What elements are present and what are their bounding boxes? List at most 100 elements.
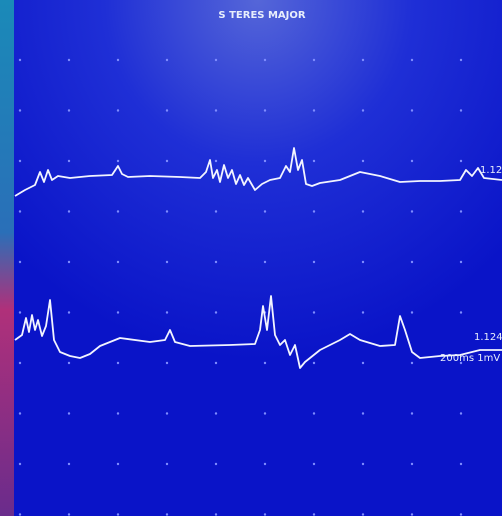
grid-dot: [411, 412, 413, 414]
grid-dot: [19, 261, 21, 263]
screen: [14, 0, 502, 516]
grid-dot: [166, 261, 168, 263]
grid-dot: [19, 362, 21, 364]
grid-dot: [215, 362, 217, 364]
monitor-photo: S TERES MAJOR 1.12 1.124 200ms 1mV: [0, 0, 502, 516]
grid-dot: [460, 463, 462, 465]
grid-dot: [117, 311, 119, 313]
grid-dot: [166, 109, 168, 111]
grid-dot: [460, 412, 462, 414]
grid-dot: [411, 261, 413, 263]
grid-dot: [460, 59, 462, 61]
grid-dot: [264, 59, 266, 61]
grid-dot: [313, 59, 315, 61]
grid-dot: [19, 210, 21, 212]
grid-dot: [264, 463, 266, 465]
grid-dot: [68, 513, 70, 515]
grid-dot: [19, 463, 21, 465]
grid-dot: [215, 412, 217, 414]
grid-dot: [117, 261, 119, 263]
grid-dot: [411, 362, 413, 364]
grid-dot: [411, 311, 413, 313]
grid-dot: [68, 109, 70, 111]
grid-dot: [215, 513, 217, 515]
grid-dot: [19, 109, 21, 111]
grid-dot: [68, 412, 70, 414]
grid-dot: [411, 59, 413, 61]
grid-dot: [264, 109, 266, 111]
muscle-title: S TERES MAJOR: [218, 10, 305, 21]
grid-dot: [460, 160, 462, 162]
grid-dot: [362, 412, 364, 414]
grid-dot: [117, 463, 119, 465]
grid-dot: [362, 311, 364, 313]
grid-dot: [68, 261, 70, 263]
grid-dot: [117, 59, 119, 61]
grid-dot: [68, 160, 70, 162]
grid-dot: [166, 412, 168, 414]
grid-dot: [68, 311, 70, 313]
grid-dot: [117, 513, 119, 515]
grid-dot: [460, 311, 462, 313]
grid-dot: [460, 210, 462, 212]
grid-dot: [313, 362, 315, 364]
grid-dot: [215, 311, 217, 313]
grid-dot: [215, 59, 217, 61]
grid-dot: [215, 261, 217, 263]
grid-dot: [264, 412, 266, 414]
grid-dot: [264, 210, 266, 212]
grid-dot: [460, 109, 462, 111]
grid-dot: [411, 463, 413, 465]
trace-2-label: 1.124: [474, 332, 502, 343]
grid-dot: [362, 109, 364, 111]
grid-dot: [215, 463, 217, 465]
grid-dot: [313, 261, 315, 263]
grid-dot: [362, 210, 364, 212]
grid-dot: [264, 160, 266, 162]
grid-dot: [411, 513, 413, 515]
grid-dot: [166, 513, 168, 515]
grid-dot: [362, 261, 364, 263]
grid-dot: [117, 210, 119, 212]
grid-dot: [19, 311, 21, 313]
grid-dot: [166, 59, 168, 61]
grid-dot: [460, 513, 462, 515]
grid-dot: [117, 412, 119, 414]
grid-dot: [215, 210, 217, 212]
grid-dot: [19, 412, 21, 414]
grid-dot: [313, 210, 315, 212]
grid-dot: [362, 362, 364, 364]
grid-dot: [215, 160, 217, 162]
grid-dot: [166, 311, 168, 313]
grid-dot: [166, 463, 168, 465]
grid-dot: [362, 59, 364, 61]
grid-dot: [411, 210, 413, 212]
grid-dot: [313, 311, 315, 313]
grid-dot: [117, 160, 119, 162]
grid-dot: [313, 160, 315, 162]
grid-dot: [68, 59, 70, 61]
grid-dot: [362, 160, 364, 162]
grid-dot: [166, 210, 168, 212]
grid-dot: [68, 463, 70, 465]
grid-dot: [362, 513, 364, 515]
screen-bezel: [0, 0, 16, 516]
grid-dot: [166, 160, 168, 162]
grid-dot: [264, 261, 266, 263]
grid-dot: [411, 109, 413, 111]
grid-dot: [313, 463, 315, 465]
grid-dot: [166, 362, 168, 364]
grid-dot: [460, 261, 462, 263]
grid-dot: [68, 210, 70, 212]
grid-dot: [117, 109, 119, 111]
grid-dot: [19, 513, 21, 515]
trace-1-label: 1.12: [480, 165, 502, 176]
trace-2-scale: 200ms 1mV: [440, 353, 500, 364]
grid-dot: [362, 463, 364, 465]
grid-dot: [264, 362, 266, 364]
grid-dot: [117, 362, 119, 364]
grid-dot: [215, 109, 217, 111]
grid-dot: [19, 59, 21, 61]
grid-dot: [313, 513, 315, 515]
grid-dot: [68, 362, 70, 364]
